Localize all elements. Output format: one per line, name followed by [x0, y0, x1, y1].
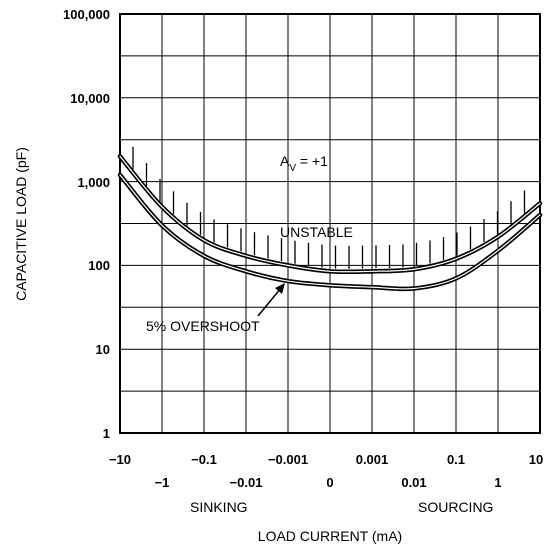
x-tick-label: −10	[109, 452, 131, 467]
plot-frame	[119, 13, 541, 434]
x-region-label-sourcing: SOURCING	[418, 499, 493, 515]
x-region-label-sinking: SINKING	[190, 499, 248, 515]
overshoot-arrow-head	[275, 283, 285, 294]
gain-subscript: V	[289, 163, 296, 174]
curves	[117, 154, 543, 292]
x-tick-labels-row2: −1 −0.01 0 0.01 1	[155, 475, 502, 490]
y-axis-label: CAPACITIVE LOAD (pF)	[13, 147, 29, 301]
series-line-unstable-boundary-inner	[119, 155, 541, 273]
overshoot-annotation: 5% OVERSHOOT	[146, 318, 260, 334]
grid	[120, 14, 540, 433]
y-tick-label: 10,000	[70, 91, 110, 106]
x-tick-label: 0.01	[401, 475, 426, 490]
x-axis-label: LOAD CURRENT (mA)	[258, 528, 402, 544]
x-tick-label: −1	[155, 475, 170, 490]
x-tick-label: 0.1	[447, 452, 465, 467]
overshoot-arrow-line	[257, 287, 282, 317]
y-tick-label: 1,000	[77, 175, 110, 190]
x-tick-labels-row1: −10 −0.1 −0.001 0.001 0.1 10	[109, 452, 543, 467]
x-tick-label: −0.1	[191, 452, 217, 467]
series-line-overshoot-inner	[119, 174, 541, 290]
y-tick-label: 10	[96, 342, 110, 357]
unstable-hatching	[132, 146, 526, 269]
y-tick-label: 100	[88, 258, 110, 273]
x-tick-label: 10	[529, 452, 543, 467]
gain-value: = +1	[296, 153, 328, 169]
y-tick-label: 100,000	[63, 7, 110, 22]
unstable-annotation: UNSTABLE	[280, 224, 353, 240]
gain-symbol: A	[280, 153, 290, 169]
gain-annotation: AV = +1	[280, 153, 328, 174]
x-tick-label: −0.001	[268, 452, 308, 467]
y-tick-labels: 100,000 10,000 1,000 100 10 1	[63, 7, 110, 441]
x-tick-label: 1	[494, 475, 501, 490]
x-tick-label: 0	[326, 475, 333, 490]
x-tick-label: 0.001	[356, 452, 389, 467]
overshoot-arrow	[257, 283, 285, 317]
x-tick-label: −0.01	[230, 475, 263, 490]
y-tick-label: 1	[103, 426, 110, 441]
